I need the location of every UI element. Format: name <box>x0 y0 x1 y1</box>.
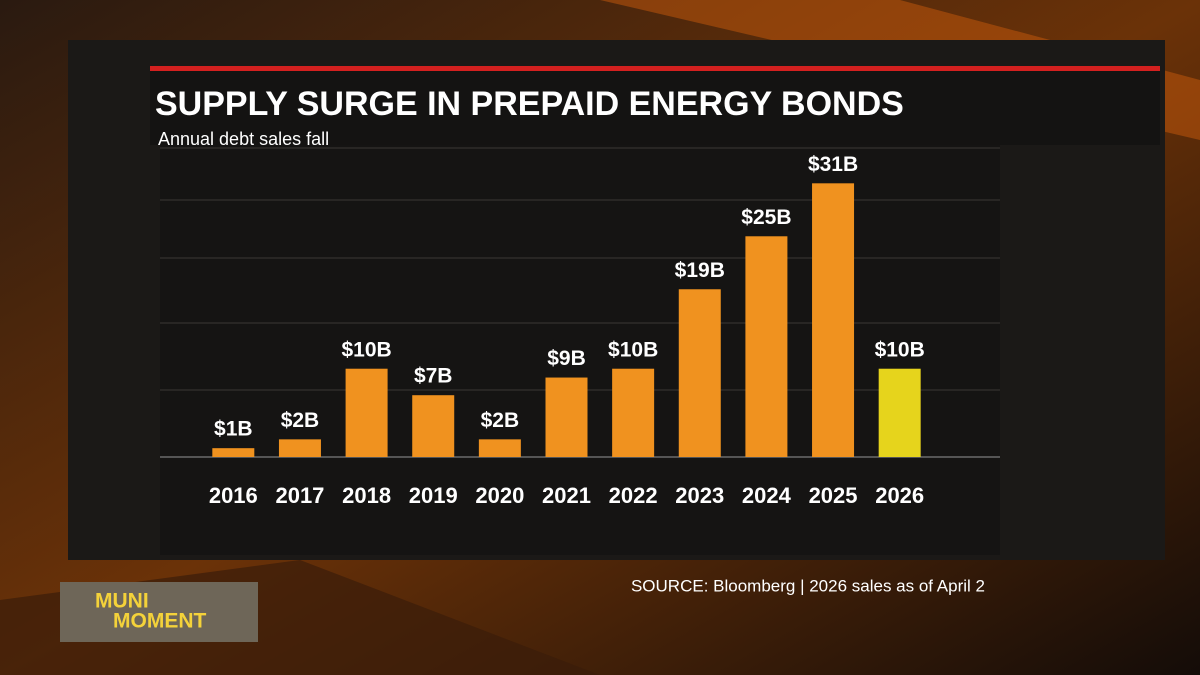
value-label: $10B <box>875 338 925 361</box>
x-tick-label: 2017 <box>275 483 324 508</box>
value-label: $31B <box>808 153 858 176</box>
value-label: $2B <box>281 409 320 432</box>
x-tick-label: 2022 <box>609 483 658 508</box>
value-label: $7B <box>414 365 453 388</box>
x-tick-label: 2021 <box>542 483 591 508</box>
x-tick-label: 2020 <box>475 483 524 508</box>
bar <box>612 368 655 457</box>
value-label: $10B <box>341 338 391 361</box>
bar <box>545 377 588 457</box>
x-tick-label: 2025 <box>809 483 858 508</box>
bar <box>678 289 721 457</box>
value-label: $25B <box>741 206 791 229</box>
value-label: $2B <box>481 409 520 432</box>
x-tick-label: 2018 <box>342 483 391 508</box>
chart-subtitle: Annual debt sales fall <box>158 129 329 149</box>
show-label: MUNI <box>95 590 149 613</box>
bar <box>478 439 521 457</box>
show-badge <box>60 582 258 642</box>
title-band <box>150 70 1160 145</box>
show-label: MOMENT <box>113 610 206 633</box>
bar <box>278 439 321 457</box>
x-tick-label: 2019 <box>409 483 458 508</box>
value-label: $10B <box>608 338 658 361</box>
x-tick-label: 2026 <box>875 483 924 508</box>
value-label: $9B <box>547 347 586 370</box>
x-tick-label: 2023 <box>675 483 724 508</box>
chart-title: SUPPLY SURGE IN PREPAID ENERGY BONDS <box>155 85 904 123</box>
x-tick-label: 2016 <box>209 483 258 508</box>
bar <box>345 368 388 457</box>
value-label: $19B <box>675 259 725 282</box>
bar <box>745 236 788 457</box>
bar <box>412 395 455 457</box>
bar <box>212 448 255 457</box>
value-label: $1B <box>214 418 253 441</box>
bar <box>878 368 921 457</box>
bar <box>812 183 855 458</box>
x-tick-label: 2024 <box>742 483 792 508</box>
source-note: SOURCE: Bloomberg | 2026 sales as of Apr… <box>631 576 985 595</box>
red-stripe <box>150 66 1160 71</box>
plot-area <box>160 145 1000 555</box>
